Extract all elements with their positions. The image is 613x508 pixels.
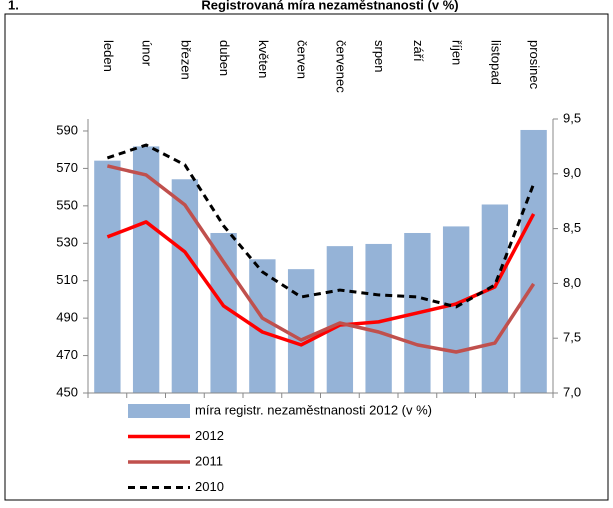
x-tick-label: listopad (488, 40, 503, 85)
y-tick-label: 570 (56, 160, 78, 175)
line-series (106, 164, 536, 354)
bar (94, 160, 121, 393)
x-tick-label: říjen (450, 40, 465, 65)
x-tick-label: srpen (372, 40, 387, 73)
bar (520, 129, 547, 393)
legend-label: 2010 (195, 479, 224, 494)
x-tick-label: květen (256, 40, 271, 78)
x-tick-label: březen (178, 40, 193, 80)
x-tick-label: prosinec (527, 40, 542, 90)
bar (171, 179, 199, 393)
x-tick-label: červen (295, 40, 310, 79)
bar (442, 226, 470, 393)
chart-frame (4, 13, 609, 501)
y-tick-label: 450 (56, 384, 78, 399)
legend-swatch (128, 404, 190, 418)
x-tick-label: září (411, 40, 426, 62)
chart-title: Registrovaná míra nezaměstnanosti (v %) (201, 0, 458, 12)
line-series (106, 143, 536, 309)
bar (287, 269, 315, 393)
bar (326, 246, 354, 393)
x-tick-label: leden (101, 40, 116, 72)
y-tick-label: 590 (56, 122, 78, 137)
y-tick-label: 490 (56, 310, 78, 325)
legend-label: míra registr. nezaměstnanosti 2012 (v %) (195, 402, 432, 417)
y-tick-label: 510 (56, 272, 78, 287)
y2-tick-label: 7,0 (563, 384, 581, 399)
legend-label: 2011 (195, 453, 223, 468)
y2-tick-label: 9,5 (563, 110, 581, 125)
x-tick-label: duben (217, 40, 232, 76)
bar (132, 146, 160, 393)
y2-tick-label: 8,0 (563, 275, 581, 290)
chart-number: 1. (8, 0, 19, 12)
legend-label: 2012 (195, 428, 224, 443)
line-series (106, 213, 536, 347)
y-tick-label: 470 (56, 347, 78, 362)
x-tick-label: únor (140, 40, 155, 67)
x-tick-label: červenec (333, 40, 348, 93)
y2-tick-label: 8,5 (563, 220, 581, 235)
y2-tick-label: 9,0 (563, 165, 581, 180)
y-tick-label: 550 (56, 197, 78, 212)
bar (481, 204, 509, 393)
y-tick-label: 530 (56, 235, 78, 250)
y2-tick-label: 7,5 (563, 330, 581, 345)
